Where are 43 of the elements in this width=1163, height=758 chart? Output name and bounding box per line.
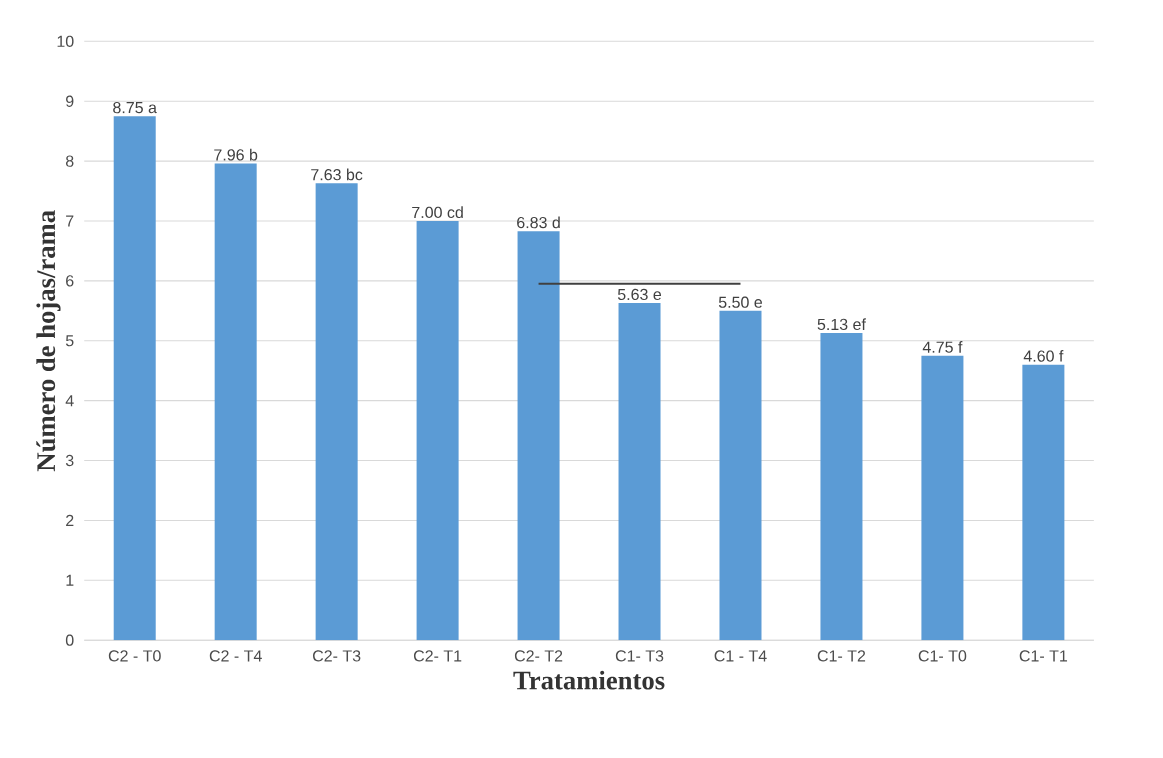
y-tick-label: 3 (65, 455, 74, 467)
bar (113, 116, 156, 641)
x-tick-label: C1- T2 (817, 650, 866, 662)
data-label: 4.75 f (922, 341, 963, 354)
bar (1022, 364, 1065, 641)
data-label: 5.63 e (617, 288, 662, 301)
y-tick-label: 2 (66, 515, 74, 527)
x-tick-label: C2- T1 (413, 650, 462, 662)
bar (921, 355, 964, 641)
x-tick-label: C1- T3 (615, 650, 664, 662)
bar (416, 221, 459, 641)
data-label: 7.96 b (214, 149, 258, 161)
data-label: 5.13 ef (817, 318, 866, 331)
y-tick-label: 9 (66, 95, 74, 108)
bar (820, 333, 863, 641)
data-label: 8.75 a (113, 102, 157, 114)
x-tick-label: C2 - T0 (108, 650, 161, 662)
x-tick-label: C2 - T4 (209, 650, 262, 662)
y-tick-label: 6 (66, 275, 74, 287)
data-label: 5.50 e (718, 296, 762, 309)
y-tick-label: 10 (57, 35, 74, 48)
y-tick-label: 5 (65, 335, 74, 347)
y-tick-label: 0 (65, 634, 74, 647)
bar (719, 311, 762, 641)
data-label: 7.00 cd (412, 206, 463, 219)
bar (517, 231, 560, 641)
x-tick-label: C1- T0 (918, 650, 967, 662)
x-tick-label: C1- T1 (1019, 650, 1068, 662)
y-tick-label: 1 (66, 575, 74, 587)
bar (618, 303, 661, 641)
y-tick-label: 4 (65, 395, 74, 407)
data-label: 7.63 bc (311, 168, 363, 181)
x-tick-label: C1 - T4 (714, 650, 767, 662)
data-label: 6.83 d (517, 216, 560, 229)
bar (315, 183, 358, 641)
y-axis-title: Número de hojas/rama (36, 210, 61, 472)
data-label: 4.60 f (1023, 350, 1064, 362)
x-tick-label: C2- T2 (514, 650, 563, 662)
y-tick-label: 7 (66, 215, 74, 227)
bar (214, 163, 257, 641)
x-tick-label: C2- T3 (313, 650, 361, 662)
x-axis-title: Tratamientos (513, 670, 665, 690)
y-tick-label: 8 (65, 155, 74, 167)
